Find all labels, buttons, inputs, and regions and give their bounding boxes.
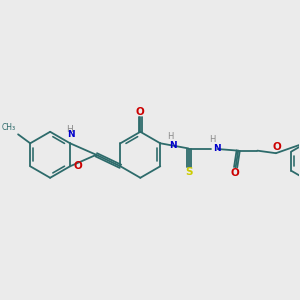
Text: N: N (169, 141, 177, 150)
Text: O: O (136, 107, 145, 117)
Text: H: H (209, 135, 215, 144)
Text: H: H (66, 125, 73, 134)
Text: CH₃: CH₃ (2, 123, 16, 132)
Text: N: N (213, 144, 221, 153)
Text: N: N (67, 130, 74, 140)
Text: O: O (272, 142, 281, 152)
Text: S: S (185, 167, 193, 177)
Text: O: O (231, 168, 239, 178)
Text: H: H (167, 132, 173, 141)
Text: O: O (74, 161, 82, 171)
